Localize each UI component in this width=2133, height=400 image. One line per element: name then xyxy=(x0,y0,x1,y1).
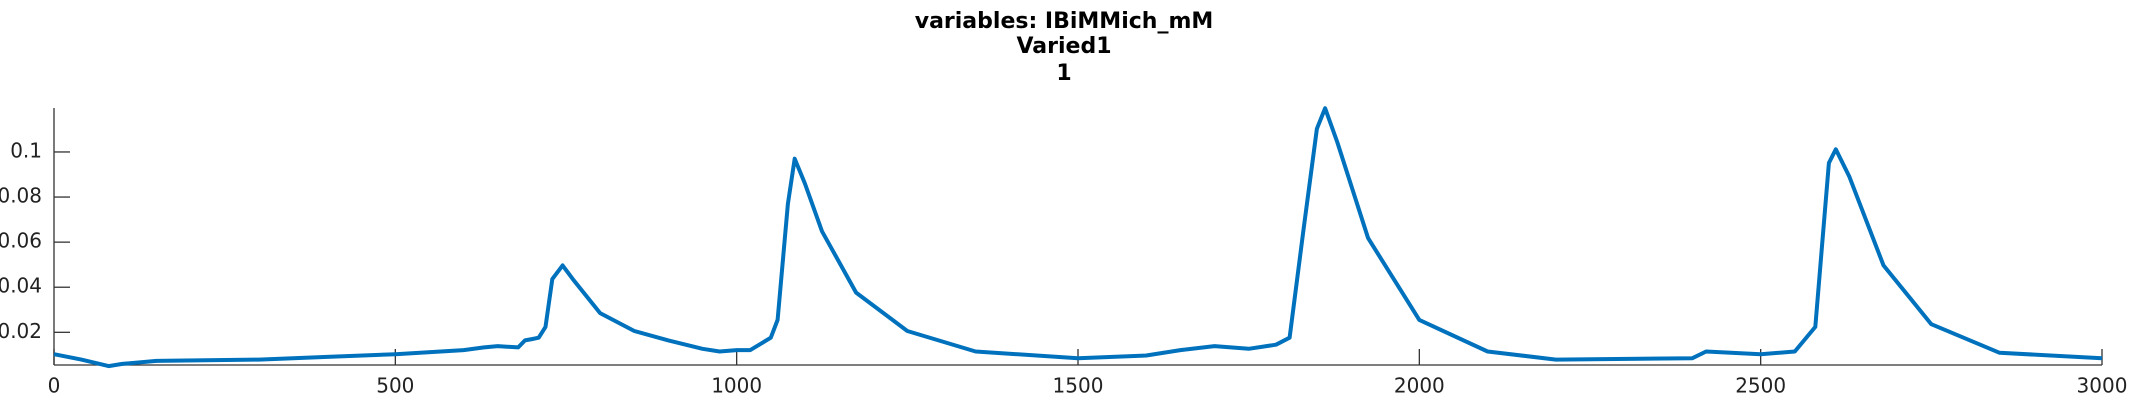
data-line xyxy=(53,106,2103,369)
x-tick-label: 1000 xyxy=(711,374,762,398)
x-tick-label: 500 xyxy=(376,374,414,398)
y-tick-label: 0.02 xyxy=(0,319,42,343)
chart-title: variables: IBiMMich_mM xyxy=(915,9,1214,34)
y-tick-label: 0.04 xyxy=(0,274,42,298)
chart-subtitle: Varied1 xyxy=(1016,34,1111,59)
x-tick-label: 3000 xyxy=(2077,374,2128,398)
x-tick-label: 2500 xyxy=(1735,374,1786,398)
y-tick-label: 0.06 xyxy=(0,229,42,253)
x-tick-label: 1500 xyxy=(1053,374,1104,398)
x-tick-label: 0 xyxy=(48,374,61,398)
y-tick-label: 0.08 xyxy=(0,184,42,208)
chart-subsubtitle: 1 xyxy=(1056,61,1071,86)
x-tick-label: 2000 xyxy=(1394,374,1445,398)
y-tick-label: 0.1 xyxy=(10,138,42,162)
